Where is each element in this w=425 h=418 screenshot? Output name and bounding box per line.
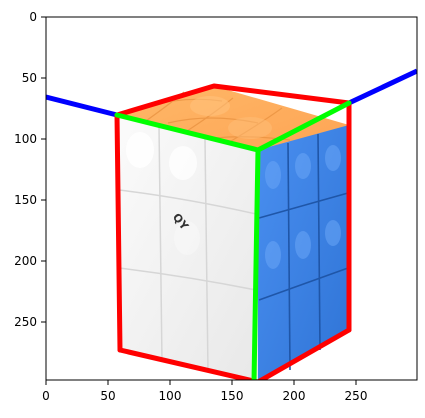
cube-right-highlights	[265, 145, 341, 269]
cube-right-stickers	[258, 133, 349, 371]
cube-left-stickers	[118, 125, 257, 373]
y-tick-label: 150	[14, 193, 37, 207]
cube-outline	[114, 83, 352, 380]
y-tick-label: 50	[22, 71, 37, 85]
x-tick-label: 50	[100, 389, 115, 403]
y-tick-label: 100	[14, 132, 37, 146]
cube-image: QY	[117, 86, 349, 380]
x-tick-label: 250	[345, 389, 368, 403]
x-axis: 0 50 100 150 200 250	[42, 380, 367, 403]
x-tick-label: 0	[42, 389, 50, 403]
x-tick-label: 150	[221, 389, 244, 403]
horizon-line-right	[347, 68, 417, 106]
x-tick-label: 200	[283, 389, 306, 403]
x-tick-label: 100	[159, 389, 182, 403]
horizon-line-left	[46, 94, 118, 118]
y-tick-label: 250	[14, 315, 37, 329]
y-tick-label: 200	[14, 254, 37, 268]
front-edges	[114, 100, 352, 380]
image-area: QY	[46, 17, 417, 380]
y-axis: 0 50 100 150 200 250	[14, 10, 46, 329]
y-tick-label: 0	[29, 10, 37, 24]
